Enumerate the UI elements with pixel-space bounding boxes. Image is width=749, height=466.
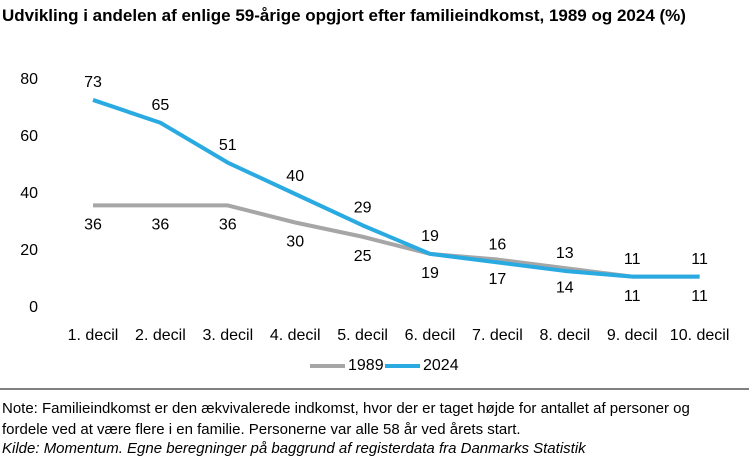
- data-label: 16: [489, 237, 507, 254]
- x-tick-label: 1. decil: [68, 327, 119, 344]
- data-label: 29: [354, 200, 372, 217]
- data-label: 11: [691, 288, 708, 305]
- x-tick-label: 4. decil: [270, 327, 321, 344]
- series-line: [92, 98, 700, 279]
- y-tick-label: 0: [29, 299, 38, 316]
- data-label: 30: [286, 234, 304, 251]
- x-tick-label: 7. decil: [472, 327, 523, 344]
- data-label: 51: [219, 137, 237, 154]
- y-tick-label: 80: [20, 71, 38, 88]
- x-tick-label: 8. decil: [539, 327, 590, 344]
- data-label: 13: [556, 245, 574, 262]
- chart-title: Udvikling i andelen af enlige 59-årige o…: [2, 6, 686, 25]
- data-label: 11: [691, 251, 708, 268]
- data-label: 19: [421, 265, 439, 282]
- data-label: 11: [624, 288, 641, 305]
- y-tick-label: 40: [20, 185, 38, 202]
- data-label: 25: [354, 248, 372, 265]
- x-tick-label: 3. decil: [202, 327, 253, 344]
- x-tick-label: 6. decil: [405, 327, 456, 344]
- data-label: 14: [556, 279, 574, 296]
- data-label: 73: [84, 74, 102, 91]
- x-tick-label: 2. decil: [135, 327, 186, 344]
- data-label: 36: [152, 217, 170, 234]
- data-label: 65: [152, 97, 170, 114]
- note: Note: Familieindkomst er den ækvivalered…: [2, 400, 690, 438]
- legend-label: 2024: [423, 357, 459, 374]
- x-tick-label: 5. decil: [337, 327, 388, 344]
- data-label: 11: [624, 251, 641, 268]
- data-label: 17: [489, 271, 507, 288]
- legend-label: 1989: [348, 357, 384, 374]
- y-tick-label: 20: [20, 242, 38, 259]
- data-label: 40: [286, 168, 304, 185]
- x-tick-label: 10. decil: [670, 327, 730, 344]
- data-label: 36: [84, 217, 102, 234]
- x-tick-label: 9. decil: [607, 327, 658, 344]
- data-label: 36: [219, 217, 237, 234]
- source: Kilde: Momentum. Egne beregninger på bag…: [2, 440, 586, 457]
- y-tick-label: 60: [20, 128, 38, 145]
- data-label: 19: [421, 228, 439, 245]
